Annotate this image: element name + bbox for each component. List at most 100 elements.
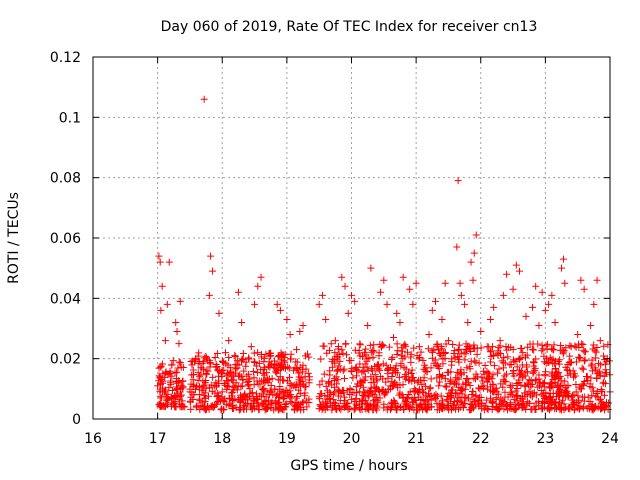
data-point (205, 291, 213, 299)
data-point (589, 404, 597, 412)
data-point (199, 359, 207, 367)
data-point (592, 348, 600, 356)
data-point (590, 300, 598, 308)
data-point (435, 346, 443, 354)
data-point (603, 358, 611, 366)
data-point (393, 350, 401, 358)
data-point (173, 368, 181, 376)
data-point (263, 376, 271, 384)
data-point (282, 364, 290, 372)
data-point (571, 342, 579, 350)
data-point (496, 403, 504, 411)
data-point (595, 396, 603, 404)
data-point (523, 361, 531, 369)
data-point (586, 380, 594, 388)
data-point (481, 362, 489, 370)
data-point (379, 375, 387, 383)
data-point (501, 388, 509, 396)
data-point (354, 367, 362, 375)
data-point (502, 370, 510, 378)
data-point (192, 402, 200, 410)
data-point (367, 373, 375, 381)
data-point (335, 402, 343, 410)
y-tick-label: 0 (72, 412, 81, 428)
data-point (243, 405, 251, 413)
data-point (395, 373, 403, 381)
data-point (433, 341, 441, 349)
data-point (564, 405, 572, 413)
data-point (199, 398, 207, 406)
data-point (349, 374, 357, 382)
data-point (304, 369, 312, 377)
data-point (272, 368, 280, 376)
data-point (548, 368, 556, 376)
data-point (370, 391, 378, 399)
data-point (371, 383, 379, 391)
data-point (169, 386, 177, 394)
data-point (541, 306, 549, 314)
data-point (593, 374, 601, 382)
data-point (569, 396, 577, 404)
data-point (550, 341, 558, 349)
data-point (299, 321, 307, 329)
data-point (370, 341, 378, 349)
data-point (577, 385, 585, 393)
data-point (485, 375, 493, 383)
data-point (187, 357, 195, 365)
data-point (228, 389, 236, 397)
data-point (341, 282, 349, 290)
data-point (348, 291, 355, 299)
data-point (357, 379, 365, 387)
data-point (160, 388, 168, 396)
data-point (224, 377, 232, 385)
data-point (417, 348, 425, 356)
data-point (188, 361, 196, 369)
data-point (467, 357, 475, 365)
y-tick-label: 0.08 (50, 171, 81, 187)
data-point (202, 352, 210, 360)
x-tick-label: 18 (213, 431, 231, 447)
data-point (160, 403, 168, 411)
data-point (351, 346, 359, 354)
data-point (543, 342, 551, 350)
data-point (596, 395, 604, 403)
data-point (588, 367, 596, 375)
data-point (580, 377, 588, 385)
data-point (473, 344, 481, 352)
data-point (592, 354, 600, 362)
data-point (474, 397, 482, 405)
data-point (532, 355, 540, 363)
data-point (510, 396, 518, 404)
data-point (155, 252, 163, 260)
data-point (237, 373, 245, 381)
data-point (575, 340, 583, 348)
data-point (388, 373, 396, 381)
data-point (376, 366, 384, 374)
data-point (561, 279, 569, 287)
data-point (470, 341, 478, 349)
data-point (438, 397, 446, 405)
data-point (369, 347, 377, 355)
data-point (557, 341, 565, 349)
data-point (244, 354, 252, 362)
data-point (536, 380, 544, 388)
data-point (320, 370, 328, 378)
data-point (295, 369, 303, 377)
data-point (597, 361, 605, 369)
data-point (330, 377, 338, 385)
data-point (413, 352, 421, 360)
data-point (528, 406, 536, 414)
data-point (518, 400, 526, 408)
data-point (283, 315, 291, 323)
data-point (512, 261, 520, 269)
data-point (578, 381, 586, 389)
data-point (189, 357, 197, 365)
data-point (457, 398, 465, 406)
data-point (415, 355, 423, 363)
data-point (194, 369, 202, 377)
data-point (370, 347, 378, 355)
data-point (330, 383, 338, 391)
data-point (187, 380, 195, 388)
y-tick-label: 0.12 (50, 50, 81, 66)
data-point (336, 397, 344, 405)
